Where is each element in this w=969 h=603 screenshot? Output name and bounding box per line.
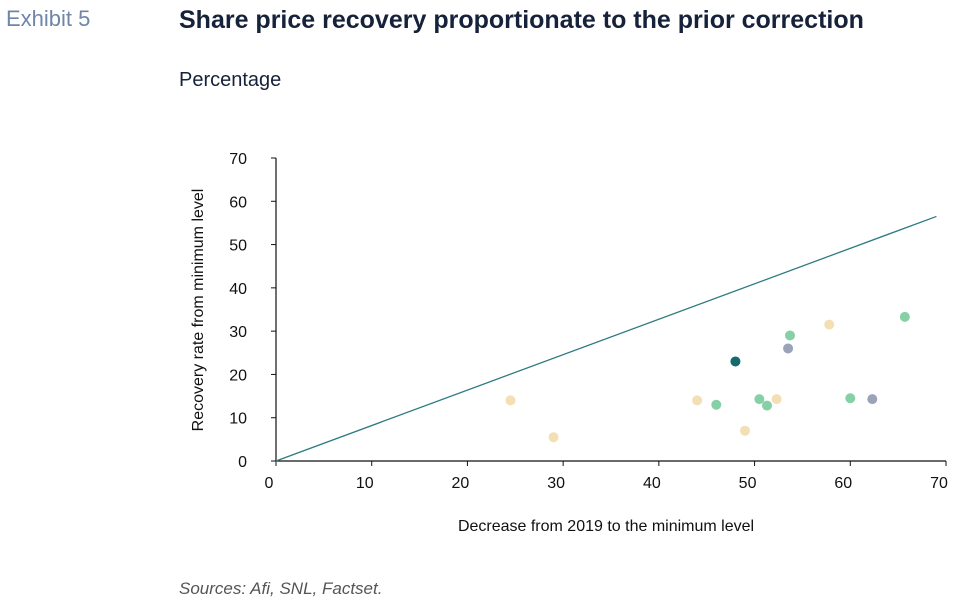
chart-title: Share price recovery proportionate to th…	[179, 6, 864, 34]
y-tick-label: 50	[229, 238, 247, 255]
scatter-point	[783, 343, 794, 354]
data-points	[505, 311, 910, 443]
x-tick-label: 30	[547, 475, 565, 492]
x-tick-label: 70	[930, 475, 948, 492]
scatter-point	[845, 393, 856, 404]
x-tick-label: 20	[452, 475, 470, 492]
scatter-point	[730, 356, 741, 367]
chart-subtitle: Percentage	[179, 69, 282, 91]
scatter-point	[548, 432, 559, 443]
x-tick-label: 60	[834, 475, 852, 492]
y-tick-group: 0 10 20 30 40 50 60 70	[229, 151, 276, 471]
y-tick-label: 10	[229, 411, 247, 428]
y-axis-label: Recovery rate from minimum level	[190, 189, 207, 432]
x-tick-label: 0	[265, 475, 274, 492]
x-axis-label: Decrease from 2019 to the minimum level	[458, 518, 754, 535]
y-tick-label: 20	[229, 367, 247, 384]
axes	[275, 158, 946, 462]
trend-line	[275, 215, 937, 462]
scatter-point	[784, 330, 795, 341]
scatter-point	[505, 395, 516, 406]
x-tick-label: 50	[739, 475, 757, 492]
y-tick-label: 30	[229, 324, 247, 341]
scatter-point	[754, 394, 765, 405]
y-tick-label: 70	[229, 151, 247, 168]
scatter-point	[899, 311, 910, 322]
scatter-point	[771, 394, 782, 405]
x-tick-label: 10	[356, 475, 374, 492]
x-tick-group: 0 10 20 30 40 50 60 70	[265, 461, 948, 492]
source-note: Sources: Afi, SNL, Factset.	[179, 579, 383, 598]
scatter-point	[692, 395, 703, 406]
y-tick-label: 40	[229, 281, 247, 298]
y-tick-label: 60	[229, 194, 247, 211]
scatter-point	[740, 425, 750, 436]
scatter-point	[824, 319, 835, 330]
y-tick-label: 0	[238, 454, 247, 471]
x-tick-label: 40	[643, 475, 661, 492]
scatter-point	[762, 400, 773, 411]
scatter-point	[711, 399, 722, 410]
scatter-point	[867, 394, 878, 405]
exhibit-label: Exhibit 5	[6, 6, 91, 31]
